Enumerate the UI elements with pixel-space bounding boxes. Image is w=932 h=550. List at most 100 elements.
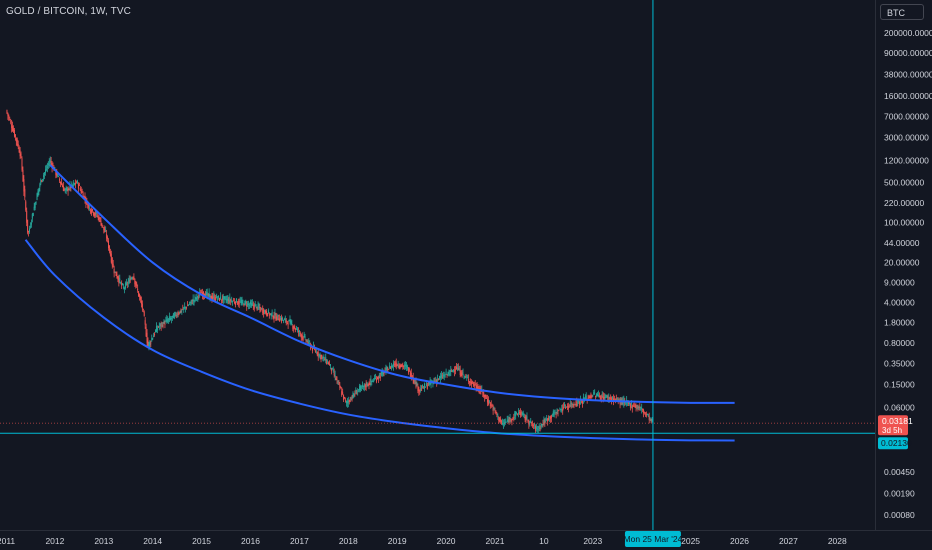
candle-body: [548, 417, 550, 421]
candle-body: [505, 421, 507, 423]
candle-body: [102, 225, 104, 227]
y-tick-label: 100.00000: [884, 217, 924, 227]
candle-body: [133, 276, 135, 280]
candle-body: [456, 367, 458, 369]
candle-body: [8, 115, 10, 118]
candle-body: [201, 292, 203, 294]
candle-body: [218, 295, 220, 298]
candle-body: [427, 384, 429, 386]
candle-body: [297, 330, 299, 333]
candle-body: [314, 350, 316, 353]
candle-body: [589, 396, 591, 399]
candle-body: [13, 128, 15, 132]
candle-body: [54, 167, 56, 169]
candle-body: [289, 319, 291, 323]
candle-body: [89, 207, 91, 209]
unit-button[interactable]: BTC: [880, 4, 924, 20]
candle-body: [328, 363, 330, 365]
candle-body: [215, 297, 217, 301]
candle-body: [44, 172, 46, 175]
candle-body: [338, 382, 340, 384]
candle-body: [231, 300, 233, 302]
candle-body: [581, 400, 583, 404]
candle-body: [243, 304, 245, 307]
candle-body: [552, 411, 554, 416]
candle-body: [259, 307, 261, 309]
candle-body: [304, 336, 306, 338]
candle-body: [403, 365, 405, 367]
candle-body: [531, 422, 533, 424]
candle-body: [423, 383, 425, 389]
candle-body: [326, 361, 328, 364]
candle-body: [637, 406, 639, 409]
candle-body: [351, 398, 353, 400]
candle-body: [381, 370, 383, 376]
candle-body: [614, 399, 616, 401]
candle-body: [306, 341, 308, 342]
candle-body: [563, 406, 565, 409]
candle-body: [84, 196, 86, 200]
candle-body: [321, 355, 323, 357]
candle-body: [538, 425, 540, 429]
y-tick-label: 0.06000: [884, 402, 915, 412]
candle-body: [423, 387, 425, 389]
candle-body: [350, 397, 352, 399]
candle-body: [144, 320, 146, 325]
candle-body: [388, 369, 390, 370]
candle-body: [99, 217, 101, 219]
candle-body: [341, 391, 343, 396]
candle-body: [345, 400, 347, 404]
candle-body: [416, 382, 418, 385]
candle-body: [422, 384, 424, 388]
candle-body: [298, 330, 300, 333]
candle-body: [596, 394, 598, 396]
candle-body: [134, 278, 136, 285]
crosshair-price-label: 0.02130: [881, 438, 912, 448]
x-tick-label: 2028: [828, 536, 847, 546]
candle-body: [143, 311, 145, 317]
candle-body: [162, 324, 164, 327]
candle-body: [119, 278, 121, 281]
candle-body: [106, 234, 108, 239]
candle-body: [455, 369, 457, 371]
candle-body: [39, 184, 41, 188]
candle-body: [543, 419, 545, 424]
candle-body: [145, 327, 147, 337]
crosshair-price-badge: [878, 437, 908, 450]
candle-body: [491, 405, 493, 407]
candle-body: [245, 302, 247, 304]
candle-body: [533, 424, 535, 426]
candle-body: [549, 416, 551, 418]
candle-body: [236, 302, 238, 305]
candle-body: [111, 258, 113, 266]
candle-body: [251, 303, 253, 306]
candle-body: [257, 304, 259, 307]
candle-body: [242, 301, 244, 303]
candle-body: [185, 306, 187, 309]
candle-body: [193, 299, 195, 302]
candle-body: [49, 159, 51, 163]
candle-body: [502, 423, 504, 425]
candle-body: [279, 318, 281, 322]
candle-body: [554, 411, 556, 413]
candle-body: [226, 299, 228, 301]
candle-body: [62, 185, 64, 192]
candle-body: [368, 383, 370, 385]
candle-body: [81, 190, 83, 193]
candle-body: [375, 377, 377, 380]
y-tick-label: 7000.00000: [884, 112, 929, 122]
candle-body: [396, 364, 398, 367]
candle-body: [342, 392, 344, 395]
candle-body: [447, 372, 449, 375]
candle-body: [551, 415, 553, 417]
candle-body: [227, 298, 229, 301]
candle-body: [569, 403, 571, 405]
candle-body: [440, 374, 442, 378]
candle-body: [550, 415, 552, 418]
candle-body: [29, 226, 31, 228]
candle-body: [392, 363, 394, 367]
candle-body: [452, 370, 454, 372]
candle-body: [395, 362, 397, 367]
candle-body: [125, 282, 127, 285]
